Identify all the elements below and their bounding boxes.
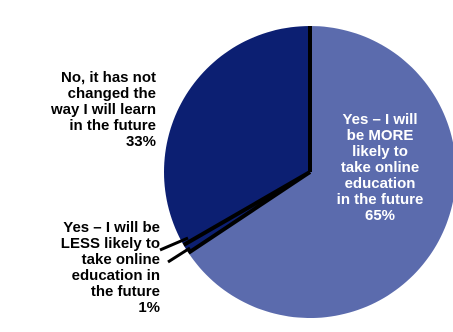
label-line: changed the — [67, 85, 156, 102]
label-line: Yes – I will — [342, 111, 418, 128]
slice-label-no-change: No, it has not changed the way I will le… — [16, 70, 156, 150]
label-line: education in — [71, 267, 160, 284]
label-line: take online — [81, 251, 160, 268]
pie-slice-no-change — [164, 26, 310, 245]
label-line: the future — [90, 283, 160, 300]
label-value: 65% — [364, 207, 396, 224]
label-line: education — [344, 175, 416, 192]
label-line: in the future — [69, 117, 156, 134]
slice-less-leader-line — [159, 236, 189, 252]
label-line: Yes – I will be — [63, 219, 160, 236]
slice-less-leader-line-2 — [167, 246, 191, 264]
slice-label-yes-less: Yes – I will be LESS likely to take onli… — [20, 220, 160, 316]
slice-label-yes-more: Yes – I will be MORE likely to take onli… — [318, 112, 442, 224]
pie-slice-yes-more — [188, 26, 453, 318]
slice-separator-line — [182, 170, 311, 247]
pie-slices — [164, 26, 453, 318]
label-line: way I will learn — [50, 101, 156, 118]
label-line: take online — [340, 159, 420, 176]
label-line: in the future — [336, 191, 424, 208]
label-line: likely to — [352, 143, 408, 160]
label-value: 33% — [125, 133, 156, 150]
label-line: No, it has not — [61, 69, 156, 86]
label-line: LESS likely to — [60, 235, 160, 252]
label-value: 1% — [138, 299, 160, 316]
label-line: be MORE — [346, 127, 414, 144]
